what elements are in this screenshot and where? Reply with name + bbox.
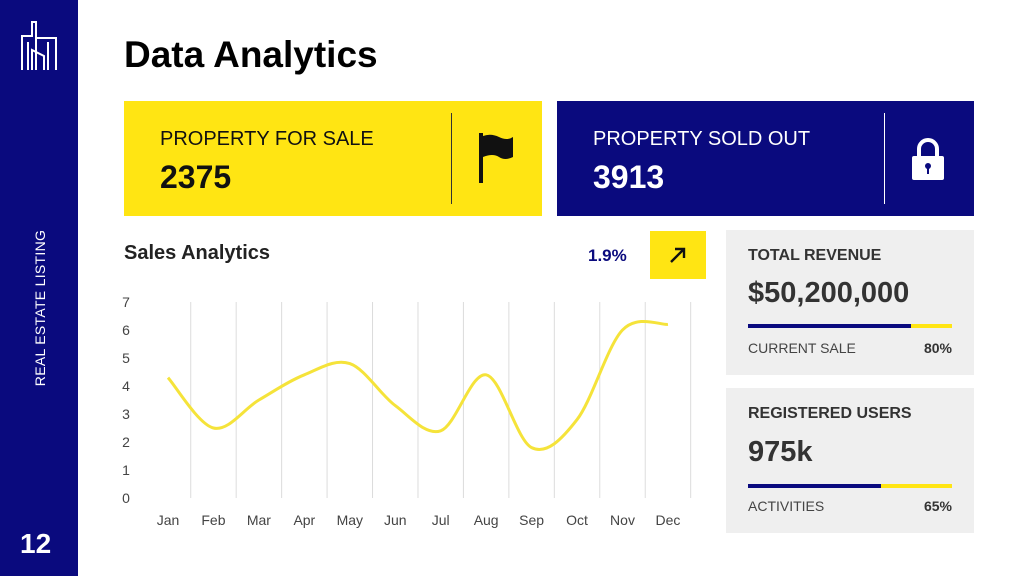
x-tick-label: Mar xyxy=(247,512,271,528)
x-tick-label: Apr xyxy=(293,512,315,528)
card-value: 2375 xyxy=(160,159,232,195)
change-percent: 1.9% xyxy=(588,246,627,265)
x-tick-label: Oct xyxy=(566,512,588,528)
y-tick-label: 1 xyxy=(122,462,130,478)
property-sold-out-card: PROPERTY SOLD OUT 3913 xyxy=(557,101,974,216)
flag-icon xyxy=(479,133,513,183)
x-tick-label: Nov xyxy=(610,512,635,528)
sub-value: 65% xyxy=(923,498,952,514)
y-tick-label: 7 xyxy=(122,294,130,310)
panel-title: REGISTERED USERS xyxy=(748,405,912,422)
sales-analytics-title: Sales Analytics xyxy=(124,242,271,264)
x-tick-label: Dec xyxy=(655,512,680,528)
card-label: PROPERTY FOR SALE xyxy=(160,128,374,150)
panel-value: 975k xyxy=(748,436,813,468)
arrow-up-right-icon xyxy=(670,247,686,263)
y-tick-label: 6 xyxy=(122,322,130,338)
total-revenue-panel: TOTAL REVENUE $50,200,000 CURRENT SALE 8… xyxy=(726,230,974,375)
page-number: 12 xyxy=(20,528,52,559)
page-title: Data Analytics xyxy=(124,34,378,75)
registered-users-panel: REGISTERED USERS 975k ACTIVITIES 65% xyxy=(726,388,974,533)
sub-label: ACTIVITIES xyxy=(748,498,825,514)
sub-value: 80% xyxy=(923,340,952,356)
progress-bar xyxy=(748,324,952,328)
card-label: PROPERTY SOLD OUT xyxy=(593,128,811,150)
y-tick-label: 5 xyxy=(122,350,130,366)
x-tick-label: Aug xyxy=(474,512,499,528)
sidebar: REAL ESTATE LISTING 12 xyxy=(0,0,78,576)
y-tick-label: 4 xyxy=(122,378,130,394)
panel-value: $50,200,000 xyxy=(748,277,910,309)
progress-bar xyxy=(748,484,952,488)
y-tick-label: 2 xyxy=(122,434,130,450)
progress-fill xyxy=(748,324,912,328)
divider xyxy=(884,113,885,204)
sub-label: CURRENT SALE xyxy=(748,340,856,356)
x-tick-label: Sep xyxy=(519,512,544,528)
x-tick-label: Jul xyxy=(432,512,450,528)
progress-fill xyxy=(748,484,881,488)
vertical-label: REAL ESTATE LISTING xyxy=(32,229,48,387)
panel-title: TOTAL REVENUE xyxy=(748,247,882,264)
x-tick-label: Feb xyxy=(201,512,225,528)
x-tick-label: Jan xyxy=(157,512,180,528)
divider xyxy=(451,113,452,204)
x-tick-label: May xyxy=(337,512,363,528)
lock-icon xyxy=(912,138,944,180)
sales-line xyxy=(166,320,669,451)
card-value: 3913 xyxy=(593,159,665,195)
y-tick-label: 3 xyxy=(122,406,130,422)
sales-line-chart: 0 1 2 3 4 5 6 7 Jan Feb Mar Apr May Jun Jul Aug Sep Oct No… xyxy=(122,294,692,528)
y-tick-label: 0 xyxy=(122,490,130,506)
x-tick-label: Jun xyxy=(384,512,407,528)
building-icon xyxy=(21,21,57,70)
property-for-sale-card: PROPERTY FOR SALE 2375 xyxy=(124,101,542,216)
trend-button[interactable] xyxy=(650,231,706,279)
